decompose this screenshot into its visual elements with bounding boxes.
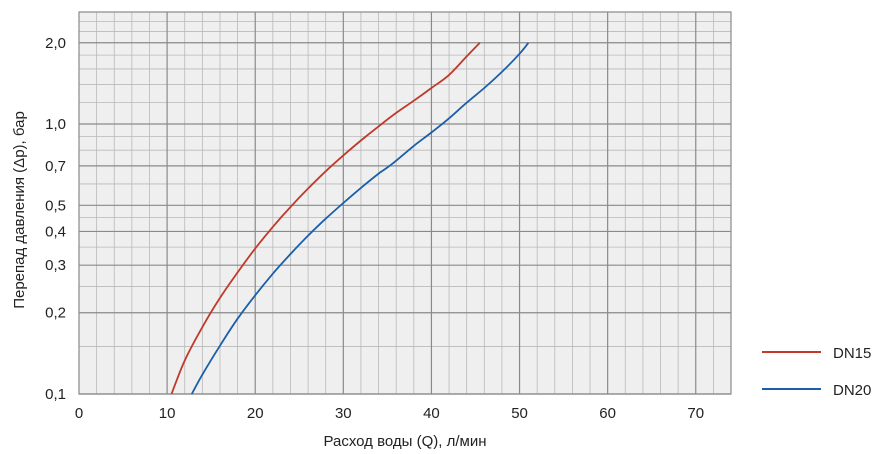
- y-tick-label: 2,0: [45, 35, 66, 52]
- y-tick-label: 1,0: [45, 116, 66, 133]
- x-axis-label: Расход воды (Q), л/мин: [323, 433, 486, 450]
- x-tick-label: 50: [511, 405, 528, 422]
- series-line-dn20: [191, 42, 530, 395]
- legend: DN15 DN20: [762, 345, 871, 399]
- y-tick-label: 0,5: [45, 197, 66, 214]
- y-tick-label: 0,3: [45, 257, 66, 274]
- y-tick-labels: 0,1 0,2 0,3 0,4 0,5 0,7 1,0 2,0: [45, 35, 66, 403]
- x-tick-label: 60: [599, 405, 616, 422]
- x-tick-label: 30: [335, 405, 352, 422]
- series-line-dn15: [170, 42, 481, 395]
- x-tick-label: 0: [75, 405, 83, 422]
- y-tick-label: 0,7: [45, 158, 66, 175]
- x-tick-label: 20: [247, 405, 264, 422]
- legend-label-dn15: DN15: [833, 345, 871, 362]
- grid-minor: [79, 12, 731, 394]
- x-tick-label: 10: [159, 405, 176, 422]
- x-tick-label: 40: [423, 405, 440, 422]
- legend-label-dn20: DN20: [833, 382, 871, 399]
- series-lines: [170, 42, 530, 395]
- y-axis-label: Перепад давления (Δp), бар: [11, 111, 28, 309]
- y-tick-label: 0,4: [45, 223, 66, 240]
- plot-frame: [78, 11, 732, 395]
- x-tick-labels: 0 10 20 30 40 50 60 70: [75, 405, 704, 422]
- plot-background: [79, 12, 731, 394]
- x-tick-label: 70: [687, 405, 704, 422]
- y-tick-label: 0,1: [45, 386, 66, 403]
- y-tick-label: 0,2: [45, 305, 66, 322]
